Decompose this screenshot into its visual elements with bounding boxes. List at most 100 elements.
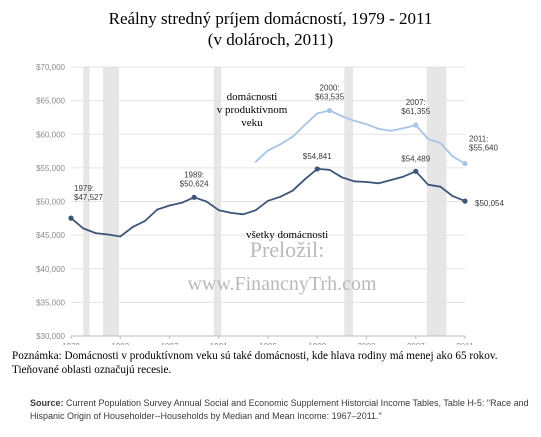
annotations: 1979:$47,527 1989:$50,624 $54,841 $54,489 $5… [68, 83, 504, 241]
series-label-all: všetky domácnosti [246, 229, 328, 241]
x-tick-label: 1995 [259, 342, 277, 345]
data-point [168, 204, 171, 207]
data-point [254, 209, 257, 212]
highlight-point-2011 [462, 198, 468, 204]
data-point [439, 142, 442, 144]
x-tick-label: 2003 [358, 342, 376, 345]
highlight-point-1979 [68, 215, 74, 221]
data-point [230, 212, 232, 214]
x-tick-label: 2007 [407, 342, 425, 345]
data-point [328, 168, 331, 171]
data-point [377, 182, 380, 185]
data-point [267, 199, 269, 202]
chart-title: Reálny stredný príjem domácností, 1979 -… [0, 8, 541, 50]
annotation-value: $55,640 [469, 144, 498, 153]
data-point [316, 112, 319, 115]
y-tick-label: $40,000 [36, 265, 65, 274]
annotation-year: 2000: [320, 83, 340, 92]
data-point [377, 127, 380, 130]
data-point [353, 119, 356, 122]
chart-title-line-1: Reálny stredný príjem domácností, 1979 -… [108, 9, 433, 28]
data-point [254, 160, 257, 163]
annotation-year: 1979: [74, 184, 94, 193]
highlight-point-2007 [413, 168, 419, 174]
data-point [279, 143, 282, 146]
chart-source: Source: Current Population Survey Annual… [30, 397, 530, 423]
annotation-value: $47,527 [74, 193, 103, 202]
watermark-line-1: Preložil: [250, 237, 325, 262]
data-point [365, 181, 368, 183]
x-tick-label: 1979 [62, 342, 80, 345]
data-point [451, 155, 454, 158]
data-point [82, 227, 85, 230]
series-lines [70, 109, 466, 238]
highlight-point-2000 [326, 107, 333, 114]
annotation-year: 2007: [406, 98, 426, 107]
y-tick-label: $55,000 [36, 164, 65, 173]
data-point [107, 233, 109, 236]
x-tick-label: 1991 [210, 342, 228, 345]
series-label-working-age: veku [241, 117, 263, 129]
data-point [390, 129, 393, 132]
annotation-year: 2011: [469, 135, 488, 144]
data-point [180, 201, 183, 204]
data-point [451, 195, 454, 198]
data-point [427, 183, 429, 186]
x-tick-label: 1987 [161, 342, 179, 345]
data-point [279, 195, 282, 198]
watermark-line-2: www.FinancnyTrh.com [187, 273, 377, 295]
data-point [94, 232, 97, 235]
x-tick-label: 1999 [308, 342, 326, 345]
data-point [365, 123, 368, 126]
data-point [242, 213, 245, 216]
annotation-value: $54,841 [303, 152, 332, 161]
data-point [353, 180, 356, 183]
series-line-0 [70, 167, 466, 238]
data-point [291, 189, 294, 192]
annotation-value: $50,054 [475, 199, 504, 208]
x-tick-label: 1983 [111, 342, 129, 345]
y-tick-label: $60,000 [36, 130, 65, 139]
data-point [217, 209, 220, 212]
annotation-value: $54,489 [401, 154, 430, 163]
data-point [267, 149, 269, 152]
y-tick-label: $30,000 [36, 332, 65, 341]
y-tick-label: $50,000 [36, 198, 65, 207]
data-point [291, 136, 294, 138]
y-tick-label: $35,000 [36, 298, 65, 307]
highlight-point-2011 [462, 160, 468, 167]
y-tick-label: $65,000 [36, 97, 65, 106]
series-label-working-age: domácnosti [227, 91, 278, 103]
data-point [131, 226, 134, 228]
data-point [340, 176, 343, 179]
data-point [439, 185, 442, 188]
series-label-working-age: v produktívnom [217, 104, 288, 116]
y-tick-label: $45,000 [36, 231, 65, 240]
data-point [402, 127, 405, 130]
data-point [304, 178, 306, 181]
data-point [340, 115, 343, 117]
series-line-1 [255, 109, 466, 165]
highlight-point-1999 [314, 166, 320, 172]
data-point [427, 138, 429, 140]
data-point [402, 175, 405, 178]
chart-title-line-2: (v dolároch, 2011) [207, 30, 334, 49]
income-line-chart: $30,000 $35,000 $40,000 $45,000 $50,000 $55,0… [36, 63, 504, 345]
annotation-value: $63,535 [315, 92, 344, 101]
data-point [205, 200, 208, 203]
data-point [119, 235, 122, 238]
watermark: Preložil: www.FinancnyTrh.com [187, 237, 377, 295]
annotation-value: $61,355 [401, 107, 430, 116]
chart-note: Poznámka: Domácnosti v produktívnom veku… [12, 350, 498, 376]
data-point [143, 220, 146, 222]
x-tick-label: 2011 [456, 342, 474, 345]
highlight-point-1989 [191, 194, 197, 200]
data-point [304, 123, 306, 126]
annotation-value: $50,624 [180, 179, 209, 188]
annotation-year: 1989: [184, 170, 204, 179]
data-point [156, 208, 159, 211]
highlight-point-2007 [413, 122, 419, 128]
data-point [390, 179, 393, 181]
source-text: Current Population Survey Annual Social … [30, 398, 529, 421]
source-label: Source: [30, 398, 64, 408]
